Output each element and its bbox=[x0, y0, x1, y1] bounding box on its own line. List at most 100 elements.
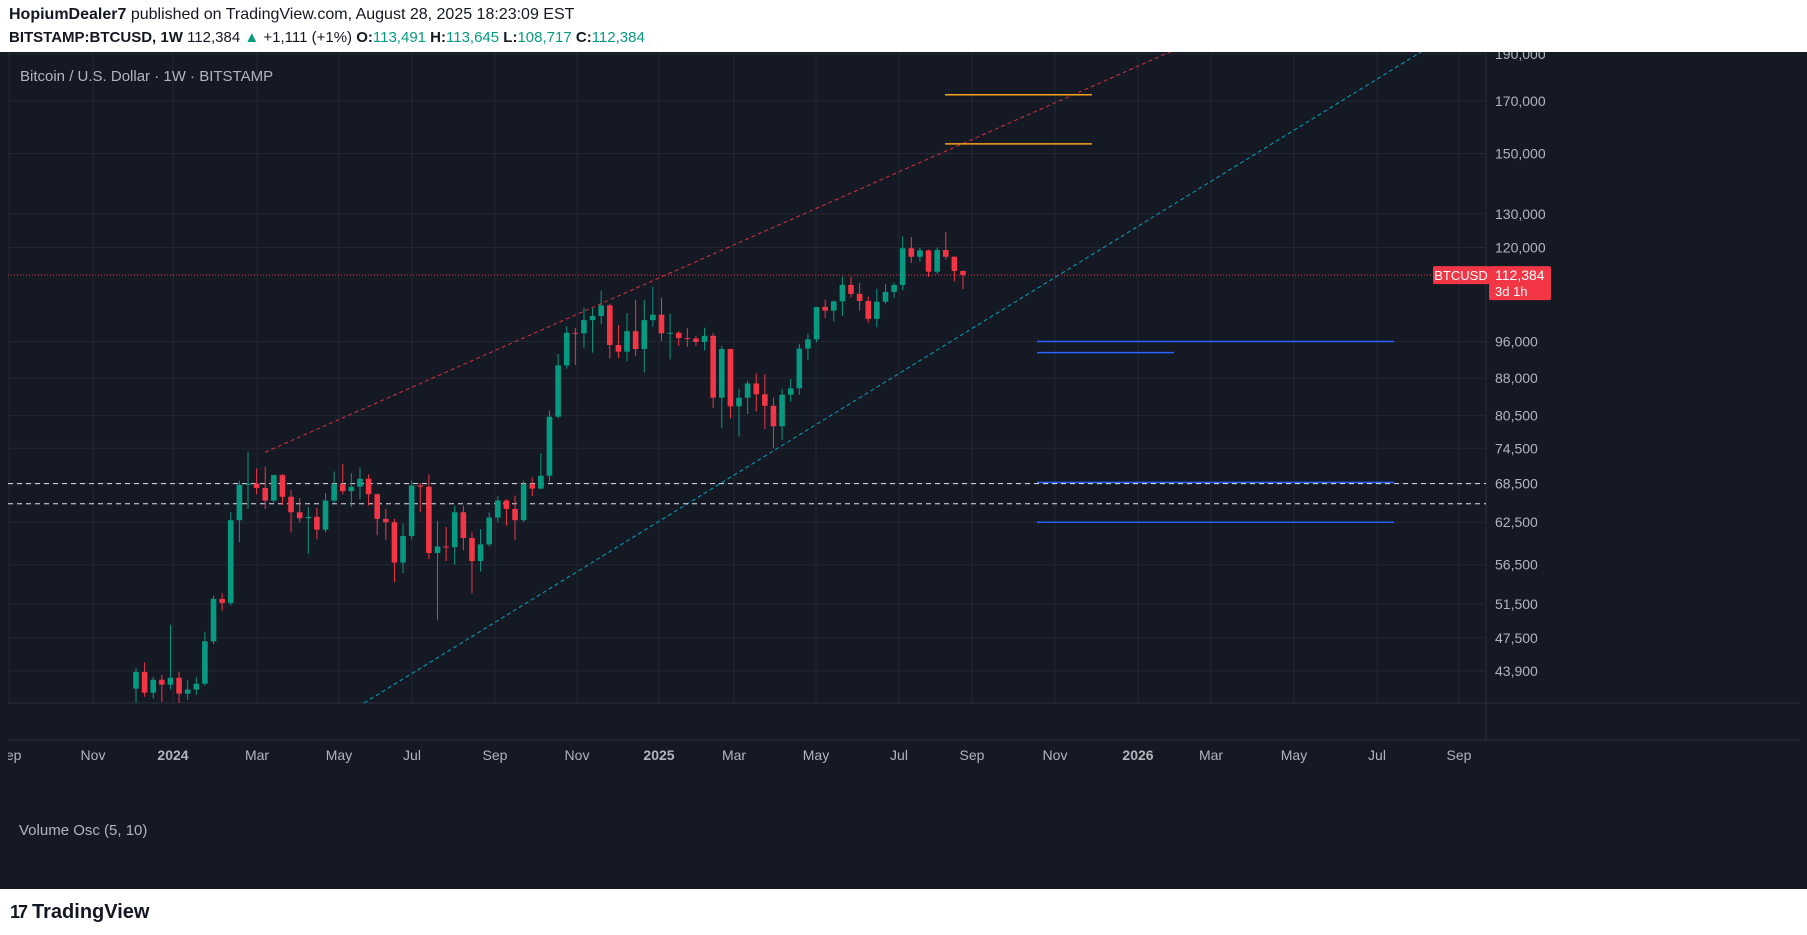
candle-body bbox=[787, 388, 794, 395]
close-value: 112,384 bbox=[591, 29, 645, 46]
x-tick-label: May bbox=[1281, 747, 1307, 763]
candle-body bbox=[546, 416, 553, 476]
candle-body bbox=[589, 315, 596, 321]
candle-body bbox=[581, 320, 587, 334]
open-label: O: bbox=[356, 29, 373, 46]
x-tick-label: May bbox=[326, 747, 352, 763]
ohlc-line: BITSTAMP:BTCUSD, 1W 112,384 ▲ +1,111 (+1… bbox=[9, 29, 645, 46]
candle-body bbox=[348, 486, 355, 492]
x-tick-label: Jul bbox=[403, 747, 421, 763]
footer: 17 TradingView bbox=[0, 889, 1807, 935]
candle-body bbox=[305, 516, 312, 519]
open-value: 113,491 bbox=[372, 29, 426, 46]
candle-body bbox=[770, 405, 777, 427]
x-tick-label: Sep bbox=[8, 747, 22, 763]
candle-body bbox=[167, 677, 174, 685]
candle-body bbox=[848, 284, 854, 294]
candle-body bbox=[684, 337, 691, 339]
candle-body bbox=[908, 248, 915, 257]
candle-body bbox=[727, 349, 734, 407]
candle-body bbox=[365, 478, 372, 495]
x-tick-label: 2026 bbox=[1122, 747, 1153, 763]
y-tick-label: 80,500 bbox=[1495, 408, 1538, 424]
chart-header: HopiumDealer7 published on TradingView.c… bbox=[0, 0, 1807, 52]
candle-body bbox=[331, 484, 337, 501]
candle-body bbox=[796, 348, 803, 389]
x-tick-label: Jul bbox=[1368, 747, 1386, 763]
candle-body bbox=[193, 683, 200, 690]
candle-body bbox=[753, 383, 760, 395]
candle-body bbox=[865, 300, 872, 319]
y-tick-label: 130,000 bbox=[1495, 206, 1546, 222]
candle-body bbox=[417, 485, 424, 487]
candle-body bbox=[624, 331, 630, 352]
candle-body bbox=[917, 250, 923, 257]
candle-body bbox=[279, 475, 286, 497]
y-tick-label: 68,500 bbox=[1495, 476, 1538, 492]
candle-body bbox=[934, 249, 940, 272]
candle-body bbox=[960, 271, 966, 276]
y-tick-label: 51,500 bbox=[1495, 596, 1538, 612]
symbol-tag-bg bbox=[1433, 266, 1490, 285]
candle-body bbox=[736, 397, 742, 407]
candle-body bbox=[555, 365, 561, 417]
candle-body bbox=[314, 516, 320, 530]
candle-body bbox=[426, 486, 432, 553]
candle-body bbox=[236, 484, 243, 521]
up-arrow-icon: ▲ bbox=[244, 29, 260, 46]
tradingview-logo[interactable]: 17 TradingView bbox=[10, 901, 149, 924]
candle-body bbox=[701, 335, 708, 342]
candle-body bbox=[925, 250, 932, 272]
y-tick-label: 170,000 bbox=[1495, 93, 1546, 109]
x-tick-label: Sep bbox=[483, 747, 508, 763]
candle-body bbox=[572, 332, 579, 334]
candle-body bbox=[839, 284, 846, 302]
candle-body bbox=[202, 641, 208, 684]
volume-osc-label[interactable]: Volume Osc (5, 10) bbox=[19, 822, 148, 839]
candle-body bbox=[520, 484, 527, 521]
author-name[interactable]: HopiumDealer7 bbox=[9, 6, 127, 23]
x-tick-label: 2025 bbox=[643, 747, 674, 763]
candle-body bbox=[150, 679, 157, 693]
candle-body bbox=[598, 305, 604, 316]
candle-body bbox=[512, 508, 518, 521]
candle-body bbox=[822, 306, 828, 311]
candle-body bbox=[495, 500, 501, 518]
candle-body bbox=[296, 512, 303, 519]
candle-body bbox=[891, 284, 897, 292]
published-text: published on TradingView.com, August 28,… bbox=[130, 6, 575, 23]
y-tick-label: 120,000 bbox=[1495, 240, 1546, 256]
candle-body bbox=[245, 483, 251, 485]
candle-body bbox=[141, 671, 148, 693]
x-tick-label: Sep bbox=[960, 747, 985, 763]
low-value: 108,717 bbox=[517, 29, 572, 46]
candle-body bbox=[503, 500, 510, 509]
y-tick-label: 47,500 bbox=[1495, 630, 1538, 646]
candle-body bbox=[469, 538, 475, 562]
candle-body bbox=[744, 383, 751, 398]
candle-body bbox=[529, 484, 536, 489]
candle-body bbox=[271, 475, 277, 501]
candle-body bbox=[443, 546, 449, 548]
candle-body bbox=[693, 338, 699, 342]
candle-body bbox=[856, 293, 863, 301]
candle-body bbox=[133, 671, 139, 689]
y-tick-label: 56,500 bbox=[1495, 557, 1538, 573]
chart-area[interactable]: 190,000 170,000 150,000 130,000 120,000 96,00… bbox=[8, 52, 1799, 889]
candle-body bbox=[451, 512, 458, 548]
price-chart[interactable]: 190,000 170,000 150,000 130,000 120,000 96,00… bbox=[8, 52, 1799, 889]
candle-body bbox=[830, 301, 837, 311]
y-tick-label: 74,500 bbox=[1495, 440, 1538, 456]
publish-info: HopiumDealer7 published on TradingView.c… bbox=[9, 6, 574, 24]
symbol-tag-text: BTCUSD bbox=[1434, 268, 1487, 283]
candle-body bbox=[882, 291, 889, 302]
candle-body bbox=[262, 487, 269, 501]
candle-body bbox=[641, 320, 648, 350]
candle-body bbox=[176, 677, 182, 694]
candle-body bbox=[391, 522, 398, 563]
x-tick-label: Nov bbox=[1043, 747, 1068, 763]
candle-body bbox=[486, 517, 492, 545]
candle-body bbox=[339, 484, 346, 492]
x-tick-label: Mar bbox=[1199, 747, 1223, 763]
y-tick-label: 43,900 bbox=[1495, 663, 1538, 679]
